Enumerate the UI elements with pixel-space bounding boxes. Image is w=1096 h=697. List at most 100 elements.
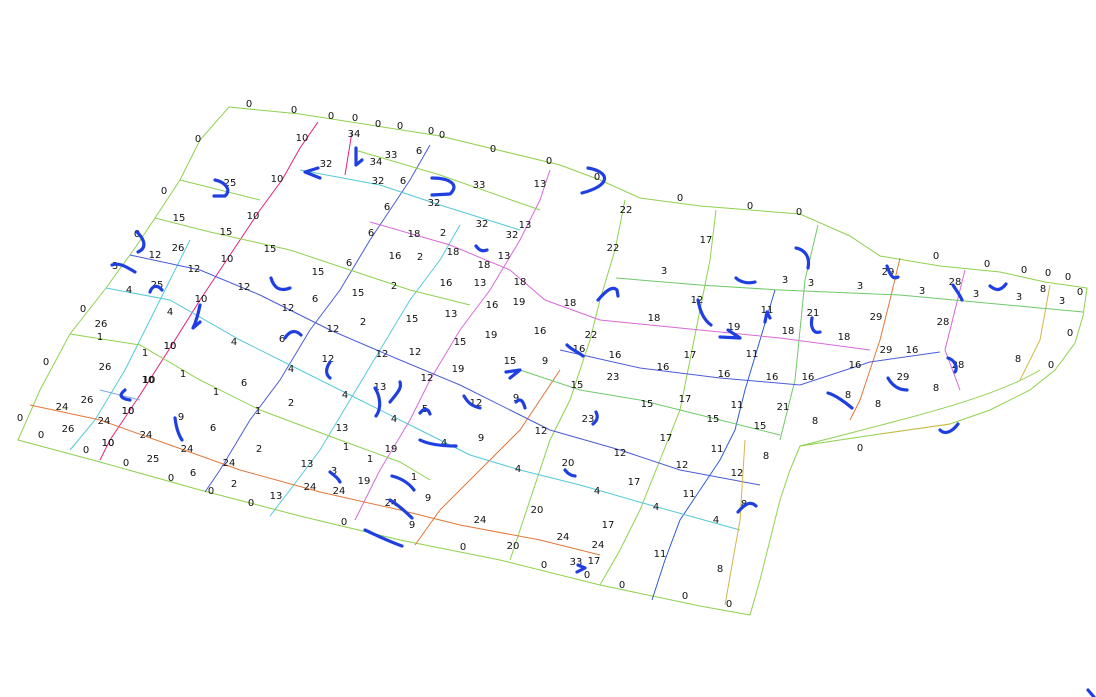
segment-label: 24 <box>592 540 605 551</box>
direction-arrow <box>718 328 742 340</box>
road-segment <box>509 199 626 561</box>
direction-arrow <box>418 407 432 416</box>
road-segment <box>724 439 746 606</box>
segment-label: 17 <box>679 394 692 405</box>
direction-arrow <box>173 416 184 442</box>
segment-label: 11 <box>683 489 696 500</box>
segment-label: 12 <box>535 426 548 437</box>
segment-label: 1 <box>180 369 186 380</box>
segment-label: 6 <box>279 334 285 345</box>
segment-label: 10 <box>102 438 115 449</box>
segment-label: 10 <box>102 438 115 449</box>
segment-label: 0 <box>352 113 358 124</box>
road-segment <box>369 221 871 351</box>
segment-label: 21 <box>777 402 790 413</box>
segment-label: 11 <box>746 349 759 360</box>
segment-label: 15 <box>707 414 720 425</box>
segment-label: 0 <box>796 207 802 218</box>
segment-label: 16 <box>766 372 779 383</box>
segment-label: 33 <box>570 557 583 568</box>
segment-label: 2 <box>440 228 446 239</box>
road-segment <box>615 277 1084 313</box>
segment-label: 24 <box>474 515 487 526</box>
segment-label: 3 <box>661 266 667 277</box>
direction-arrow <box>430 176 456 197</box>
segment-label: 0 <box>291 105 297 116</box>
segment-label: 25 <box>224 178 237 189</box>
segment-label: 1 <box>255 406 261 417</box>
segment-label: 3 <box>1016 292 1022 303</box>
segment-label: 0 <box>984 259 990 270</box>
segment-label: 4 <box>231 337 237 348</box>
segment-label: 23 <box>582 414 595 425</box>
segment-label: 6 <box>312 294 318 305</box>
segment-label: 33 <box>473 180 486 191</box>
direction-arrow <box>325 360 332 380</box>
segment-label: 9 <box>513 393 519 404</box>
direction-arrow <box>736 501 758 514</box>
segment-label: 19 <box>728 322 741 333</box>
segment-label: 4 <box>288 364 294 375</box>
segment-label: 18 <box>514 277 527 288</box>
direction-arrow <box>734 276 757 285</box>
segment-label: 1 <box>97 332 103 343</box>
direction-arrow <box>596 286 620 302</box>
direction-arrow <box>563 468 577 478</box>
segment-label: 0 <box>375 119 381 130</box>
segment-label: 0 <box>168 473 174 484</box>
segment-label: 4 <box>653 502 659 513</box>
segment-label: 20 <box>507 541 520 552</box>
segment-label: 15 <box>754 421 767 432</box>
segment-label: 29 <box>897 372 910 383</box>
road-segment <box>129 254 761 486</box>
segment-label: 13 <box>270 491 283 502</box>
segment-label: 12 <box>614 448 627 459</box>
segment-label: 20 <box>531 505 544 516</box>
segment-label: 4 <box>594 486 600 497</box>
segment-label: 0 <box>328 111 334 122</box>
segment-label: 0 <box>80 304 86 315</box>
road-segment <box>651 289 776 601</box>
segment-label: 10 <box>122 406 135 417</box>
segment-label: 0 <box>134 229 140 240</box>
segment-label: 12 <box>376 349 389 360</box>
segment-label: 19 <box>385 444 398 455</box>
segment-label: 22 <box>585 330 598 341</box>
segment-label: 0 <box>38 430 44 441</box>
segment-label: 6 <box>210 423 216 434</box>
segment-label: 1 <box>142 348 148 359</box>
direction-arrow <box>794 246 811 270</box>
segment-label: 0 <box>1067 328 1073 339</box>
segment-label: 12 <box>149 250 162 261</box>
direction-arrow <box>565 343 585 358</box>
direction-arrow <box>575 563 587 574</box>
segment-label: 0 <box>123 458 129 469</box>
segment-label: 17 <box>684 350 697 361</box>
direction-arrow <box>938 422 960 435</box>
road-segment <box>299 169 521 231</box>
segment-label: 11 <box>654 549 667 560</box>
segment-label: 15 <box>220 227 233 238</box>
segment-label: 10 <box>221 254 234 265</box>
direction-arrow <box>474 244 489 253</box>
segment-label: 32 <box>476 219 489 230</box>
segment-label: 10 <box>122 406 135 417</box>
direction-arrow <box>514 398 527 410</box>
segment-label: 12 <box>327 324 340 335</box>
segment-label: 0 <box>594 172 600 183</box>
segment-label: 13 <box>498 251 511 262</box>
road-segment <box>105 287 741 531</box>
segment-label: 13 <box>519 220 532 231</box>
segment-label: 28 <box>937 317 950 328</box>
segment-label: 11 <box>711 444 724 455</box>
segment-label: 3 <box>112 261 118 272</box>
direction-arrow <box>988 282 1008 292</box>
segment-label: 18 <box>408 229 421 240</box>
direction-arrow <box>809 316 822 334</box>
segment-label: 0 <box>341 517 347 528</box>
direction-arrow <box>763 310 772 324</box>
road-network <box>17 106 1088 616</box>
segment-label: 15 <box>571 380 584 391</box>
segment-label: 12 <box>731 468 744 479</box>
